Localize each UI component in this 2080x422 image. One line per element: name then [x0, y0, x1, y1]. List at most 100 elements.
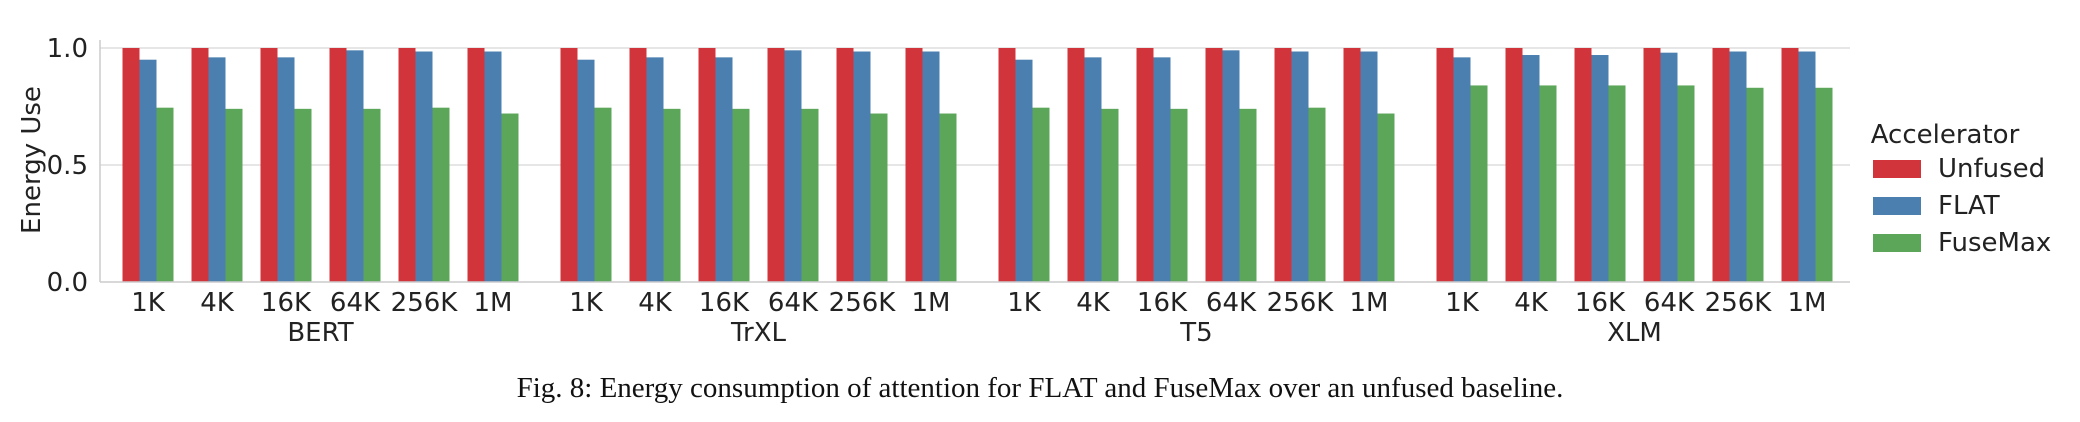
x-tick-label: 1M: [1788, 288, 1827, 318]
bar-fusemax-t5-16k: [1170, 108, 1188, 282]
bar-flat-trxl-4k: [646, 57, 664, 282]
bar-fusemax-xlm-4k: [1539, 85, 1557, 282]
bar-unfused-bert-16k: [260, 48, 278, 282]
bar-flat-trxl-1k: [577, 59, 595, 283]
x-tick-label: 4K: [1076, 288, 1111, 318]
x-tick-label: 256K: [1267, 288, 1335, 318]
bar-unfused-bert-64k: [329, 48, 347, 282]
bar-fusemax-trxl-64k: [801, 108, 819, 282]
bar-unfused-xlm-1m: [1781, 48, 1799, 282]
legend-label-unfused: Unfused: [1938, 154, 2045, 184]
legend-label-fusemax: FuseMax: [1938, 228, 2051, 258]
grid-lines: [100, 47, 1850, 166]
bar-fusemax-t5-1k: [1032, 107, 1050, 282]
bar-unfused-t5-256k: [1274, 48, 1292, 282]
bar-flat-bert-1k: [139, 59, 157, 283]
y-ticks: 0.0 0.5 1.0: [47, 34, 88, 298]
legend-swatch-flat: [1873, 197, 1921, 215]
bar-flat-xlm-4k: [1522, 55, 1540, 282]
x-tick-label: 16K: [1137, 288, 1188, 318]
model-label-bert: BERT: [287, 318, 353, 348]
legend-swatch-fusemax: [1873, 234, 1921, 252]
bar-unfused-trxl-4k: [629, 48, 647, 282]
y-axis-title: Energy Use: [17, 86, 47, 234]
bar-fusemax-bert-64k: [363, 108, 381, 282]
x-tick-label: 1K: [131, 288, 166, 318]
x-tick-label: 256K: [391, 288, 459, 318]
bar-fusemax-xlm-1m: [1815, 87, 1833, 282]
bar-flat-bert-16k: [277, 57, 295, 282]
bar-fusemax-t5-4k: [1101, 108, 1119, 282]
bar-flat-xlm-16k: [1591, 55, 1609, 282]
bar-fusemax-trxl-4k: [663, 108, 681, 282]
x-tick-label: 4K: [638, 288, 673, 318]
bar-unfused-bert-1k: [122, 48, 140, 282]
x-ticks: 1K 4K 16K 64K 256K 1M 1K 4K 16K 64K 256K 1M 1K 4K 16K 6…: [131, 288, 1826, 318]
bars: [122, 48, 1833, 283]
bar-flat-xlm-1m: [1798, 51, 1816, 283]
bar-flat-bert-4k: [208, 57, 226, 282]
x-tick-label: 4K: [1514, 288, 1549, 318]
bar-flat-t5-4k: [1084, 57, 1102, 282]
bar-flat-t5-256k: [1291, 51, 1309, 283]
bar-fusemax-bert-16k: [294, 108, 312, 282]
legend-title: Accelerator: [1871, 120, 2020, 150]
bar-fusemax-xlm-256k: [1746, 87, 1764, 282]
bar-unfused-trxl-64k: [767, 48, 785, 282]
x-tick-label: 64K: [1206, 288, 1257, 318]
bar-flat-trxl-1m: [922, 51, 940, 283]
y-tick-label: 0.0: [47, 268, 88, 298]
bar-fusemax-bert-256k: [432, 107, 450, 282]
bar-fusemax-t5-64k: [1239, 108, 1257, 282]
legend-swatch-unfused: [1873, 160, 1921, 178]
legend: Accelerator Unfused FLAT FuseMax: [1871, 120, 2052, 258]
bar-fusemax-xlm-64k: [1677, 85, 1695, 282]
bar-unfused-xlm-16k: [1574, 48, 1592, 282]
x-tick-label: 1M: [912, 288, 951, 318]
bar-fusemax-bert-1m: [501, 113, 519, 283]
bar-flat-xlm-64k: [1660, 52, 1678, 283]
bar-unfused-bert-1m: [467, 48, 485, 282]
x-tick-label: 1K: [1445, 288, 1480, 318]
bar-unfused-t5-1m: [1343, 48, 1361, 282]
model-label-trxl: TrXL: [730, 318, 787, 348]
bar-fusemax-trxl-256k: [870, 113, 888, 283]
x-tick-label: 1K: [1007, 288, 1042, 318]
bar-unfused-xlm-1k: [1436, 48, 1454, 282]
bar-unfused-t5-64k: [1205, 48, 1223, 282]
x-tick-label: 16K: [261, 288, 312, 318]
bar-unfused-bert-4k: [191, 48, 209, 282]
x-tick-label: 64K: [768, 288, 819, 318]
bar-fusemax-trxl-16k: [732, 108, 750, 282]
x-tick-label: 256K: [829, 288, 897, 318]
bar-fusemax-bert-1k: [156, 107, 174, 282]
x-tick-label: 64K: [1644, 288, 1695, 318]
bar-unfused-xlm-256k: [1712, 48, 1730, 282]
bar-flat-bert-1m: [484, 51, 502, 283]
model-label-xlm: XLM: [1607, 318, 1662, 348]
bar-unfused-trxl-16k: [698, 48, 716, 282]
bar-fusemax-xlm-16k: [1608, 85, 1626, 282]
x-tick-label: 16K: [1575, 288, 1626, 318]
bar-unfused-xlm-64k: [1643, 48, 1661, 282]
x-tick-label: 1M: [474, 288, 513, 318]
bar-unfused-t5-16k: [1136, 48, 1154, 282]
energy-bar-chart: 0.0 0.5 1.0 1K 4K 16K 64K 256K 1M 1K 4K 16K 64K 256K…: [17, 34, 2052, 348]
bar-flat-bert-256k: [415, 51, 433, 283]
x-tick-label: 1M: [1350, 288, 1389, 318]
bar-fusemax-bert-4k: [225, 108, 243, 282]
x-tick-label: 1K: [569, 288, 604, 318]
legend-label-flat: FLAT: [1938, 191, 2000, 221]
bar-flat-xlm-256k: [1729, 51, 1747, 283]
bar-flat-t5-16k: [1153, 57, 1171, 282]
x-tick-label: 256K: [1705, 288, 1773, 318]
bar-unfused-trxl-256k: [836, 48, 854, 282]
bar-unfused-trxl-1k: [560, 48, 578, 282]
x-tick-label: 64K: [330, 288, 381, 318]
axes: [99, 40, 1850, 283]
figure-caption: Fig. 8: Energy consumption of attention …: [516, 372, 1564, 404]
model-label-t5: T5: [1179, 318, 1212, 348]
bar-flat-t5-64k: [1222, 50, 1240, 283]
bar-unfused-bert-256k: [398, 48, 416, 282]
model-labels: BERT TrXL T5 XLM: [287, 318, 1662, 348]
